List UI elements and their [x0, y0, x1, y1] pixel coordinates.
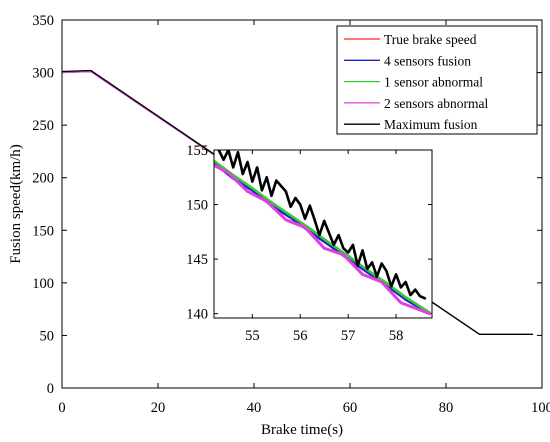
y-tick-label: 250	[32, 118, 54, 134]
series-line-4-sensors-fusion	[214, 161, 431, 315]
y-tick-label: 145	[186, 252, 208, 268]
legend-label: 1 sensor abnormal	[384, 75, 483, 90]
plot-frame	[213, 149, 433, 319]
y-tick-label: 50	[40, 328, 55, 344]
series-line-maximum-fusion	[217, 150, 427, 300]
y-tick-label: 155	[186, 143, 208, 159]
series-line-2-sensors-abnormal	[214, 163, 432, 316]
x-tick-label: 60	[343, 400, 358, 416]
x-tick-label: 100	[531, 400, 550, 416]
x-tick-label: 58	[389, 328, 404, 344]
x-tick-label: 55	[245, 328, 260, 344]
y-tick-label: 200	[32, 171, 54, 187]
y-tick-label: 350	[32, 13, 54, 29]
y-axis-label: Fusion speed(km/h)	[8, 144, 24, 264]
inset-chart: 55 56 57 58 140 145 150 155	[186, 143, 433, 344]
x-tick-label: 40	[247, 400, 262, 416]
legend-label: True brake speed	[384, 32, 477, 47]
x-tick-label: 20	[151, 400, 166, 416]
y-tick-label: 0	[47, 381, 54, 397]
legend-label: 2 sensors abnormal	[384, 96, 488, 111]
x-tick-label: 0	[58, 400, 65, 416]
legend-label: 4 sensors fusion	[384, 53, 471, 68]
y-tick-label: 150	[186, 198, 208, 214]
y-tick-label: 140	[186, 307, 208, 323]
x-axis-label: Brake time(s)	[261, 422, 343, 438]
x-tick-label: 56	[293, 328, 308, 344]
y-tick-label: 100	[32, 276, 54, 292]
y-tick-label: 150	[32, 223, 54, 239]
y-tick-label: 300	[32, 66, 54, 82]
legend-box	[336, 25, 538, 135]
x-tick-label: 80	[439, 400, 454, 416]
series-group	[214, 150, 432, 316]
plot-frame	[61, 19, 543, 389]
legend-label: Maximum fusion	[384, 117, 478, 132]
legend: True brake speed 4 sensors fusion 1 sensor…	[336, 25, 538, 135]
x-tick-label: 57	[341, 328, 356, 344]
